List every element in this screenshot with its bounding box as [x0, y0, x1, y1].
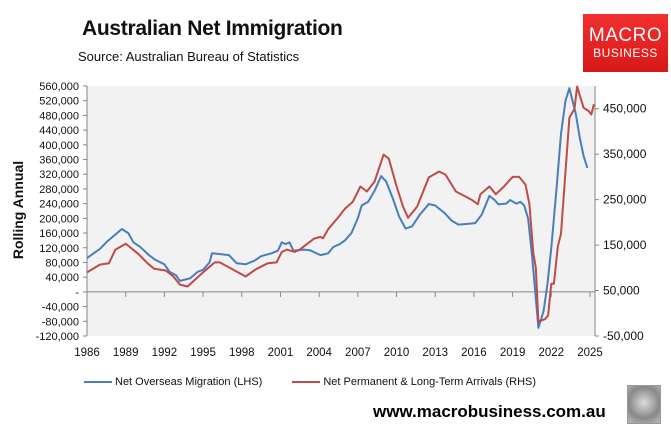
y-tick-label: -40,000 [42, 302, 79, 314]
y-tick-label: 280,000 [39, 184, 79, 196]
x-tick-label: 2001 [268, 347, 294, 359]
x-tick-label: 2004 [306, 347, 332, 359]
x-tick-label: 1992 [152, 347, 178, 359]
x-tick-label: 1989 [113, 347, 139, 359]
x-tick-label: 2016 [461, 347, 487, 359]
y2-tick-label: 150,000 [603, 238, 647, 252]
x-tick-label: 1998 [229, 347, 255, 359]
y2-tick-label: 50,000 [603, 284, 640, 298]
x-tick-label: 2007 [345, 347, 371, 359]
chart-title: Australian Net Immigration [82, 17, 343, 40]
y-tick-label: 200,000 [39, 213, 79, 225]
y2-tick-label: 250,000 [603, 193, 647, 207]
chart-source: Source: Australian Bureau of Statistics [78, 49, 300, 64]
x-tick-label: 2025 [577, 347, 603, 359]
legend-item-nom: Net Overseas Migration (LHS) [84, 376, 262, 388]
series-line-net-permanent-long-term-arrivals [86, 85, 595, 323]
y-tick-label: 240,000 [39, 199, 79, 211]
y-axis-label: Rolling Annual [10, 161, 26, 259]
y-tick-label: 440,000 [39, 125, 79, 137]
y-tick-label: 520,000 [39, 96, 79, 108]
y2-tick-label: 350,000 [603, 147, 647, 161]
legend-swatch-nom [84, 381, 112, 383]
y-tick-label: 560,000 [39, 81, 79, 93]
y2-tick-label: 450,000 [603, 102, 647, 116]
x-tick-label: 2010 [384, 347, 410, 359]
x-tick-label: 1986 [74, 347, 100, 359]
legend-swatch-nplta [292, 381, 321, 383]
y2-tick-label: -50,000 [603, 329, 644, 343]
y-tick-label: -80,000 [42, 316, 79, 328]
wolf-image [627, 385, 661, 424]
y-tick-label: 120,000 [39, 243, 79, 255]
y-tick-label: 160,000 [39, 228, 79, 240]
x-tick-label: 1995 [190, 347, 216, 359]
y-tick-label: -120,000 [36, 331, 79, 343]
legend-label-nplta: Net Permanent & Long-Term Arrivals (RHS) [323, 376, 537, 388]
x-tick-label: 2022 [539, 347, 565, 359]
y-tick-label: 480,000 [39, 110, 79, 122]
logo-line2: BUSINESS [593, 46, 658, 60]
macrobusiness-logo: MACRO BUSINESS [583, 14, 668, 72]
x-tick-label: 2019 [500, 347, 526, 359]
legend-item-nplta: Net Permanent & Long-Term Arrivals (RHS) [292, 376, 536, 388]
x-tick-label: 2013 [422, 347, 448, 359]
y-tick-label: 360,000 [39, 155, 79, 167]
website-url: www.macrobusiness.com.au [373, 402, 606, 421]
legend-label-nom: Net Overseas Migration (LHS) [115, 376, 263, 388]
series-line-net-overseas-migration [86, 87, 589, 329]
plot-area [87, 86, 595, 336]
logo-line1: MACRO [588, 25, 663, 46]
y-tick-label: 40,000 [45, 272, 79, 284]
y-tick-label: - [75, 287, 79, 299]
y-tick-label: 400,000 [39, 140, 79, 152]
y-tick-label: 320,000 [39, 169, 79, 181]
y-tick-label: 80,000 [45, 257, 79, 269]
legend: Net Overseas Migration (LHS) Net Permane… [84, 376, 536, 388]
